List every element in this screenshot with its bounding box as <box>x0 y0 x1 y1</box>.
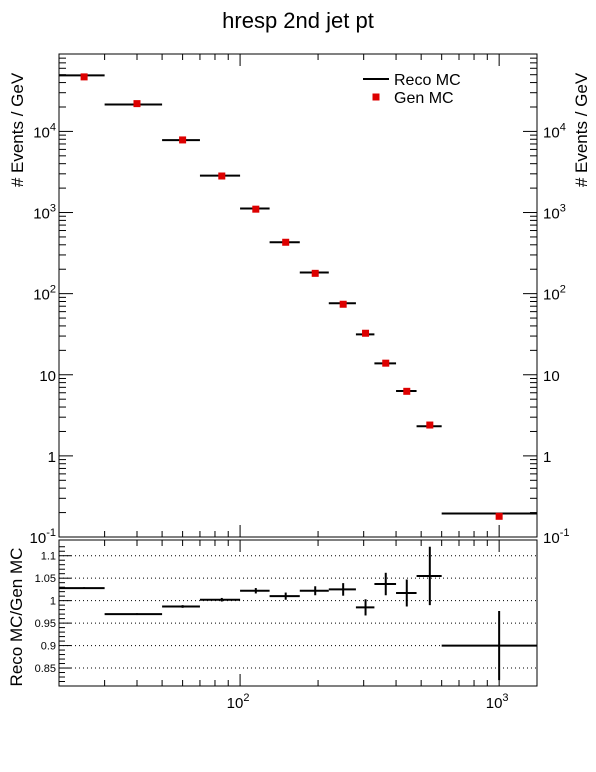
ratio-x-tick-label: 103 <box>486 692 509 712</box>
chart-title: hresp 2nd jet pt <box>222 8 374 33</box>
main-y-tick-label: 102 <box>33 284 56 304</box>
ratio-y-tick-label: 0.95 <box>35 618 56 630</box>
main-y-tick-label: 103 <box>33 203 56 223</box>
ratio-y-tick-label: 1 <box>50 596 56 608</box>
gen-mc-marker <box>382 359 390 367</box>
gen-mc-marker <box>403 387 411 395</box>
main-y-tick-label: 10 <box>39 368 56 385</box>
main-y-tick-label: 1 <box>48 449 56 466</box>
ratio-plot-panel: 0.85 0.9 0.95 1 1.05 1.1 102 103 Reco MC/Gen MC <box>7 539 538 712</box>
legend-background <box>356 66 466 110</box>
legend-gen-marker <box>372 93 380 101</box>
gen-mc-marker <box>362 329 370 337</box>
main-plot-frame <box>58 53 538 538</box>
ratio-plot-frame <box>58 539 538 687</box>
gen-mc-marker <box>179 136 187 144</box>
main-y-tick-label-right: 10-1 <box>543 527 569 547</box>
ratio-y-tick-label: 1.05 <box>35 573 56 585</box>
gen-mc-marker <box>495 512 503 520</box>
main-y-axis-label-right: # Events / GeV <box>572 72 591 187</box>
gen-mc-marker <box>80 73 88 81</box>
gen-mc-marker <box>133 100 141 108</box>
ratio-y-tick-label: 0.85 <box>35 663 56 675</box>
main-y-tick-label-right: 1 <box>543 449 551 466</box>
main-y-tick-label-right: 10 <box>543 368 560 385</box>
main-y-tick-label-right: 103 <box>543 203 566 223</box>
ratio-y-tick-label: 1.1 <box>41 551 56 563</box>
main-y-tick-label-right: 104 <box>543 121 566 141</box>
main-y-tick-label: 10-1 <box>30 527 56 547</box>
gen-mc-marker <box>282 238 290 246</box>
main-y-tick-label-right: 102 <box>543 284 566 304</box>
ratio-y-tick-label: 0.9 <box>41 641 56 653</box>
main-y-tick-label: 104 <box>33 121 56 141</box>
gen-mc-marker <box>339 300 347 308</box>
gen-mc-marker <box>218 172 226 180</box>
main-y-axis-label: # Events / GeV <box>8 72 27 187</box>
ratio-x-tick-label: 102 <box>227 692 250 712</box>
legend-gen-label: Gen MC <box>394 90 454 107</box>
gen-mc-marker <box>311 269 319 277</box>
main-plot-panel: 10-1 10-1 1 1 10 10 102 102 103 103 104 104 # Events… <box>8 53 591 547</box>
ratio-y-axis-label: Reco MC/Gen MC <box>7 548 26 687</box>
legend-reco-label: Reco MC <box>394 72 461 89</box>
gen-mc-marker <box>426 421 434 429</box>
gen-mc-marker <box>252 205 260 213</box>
